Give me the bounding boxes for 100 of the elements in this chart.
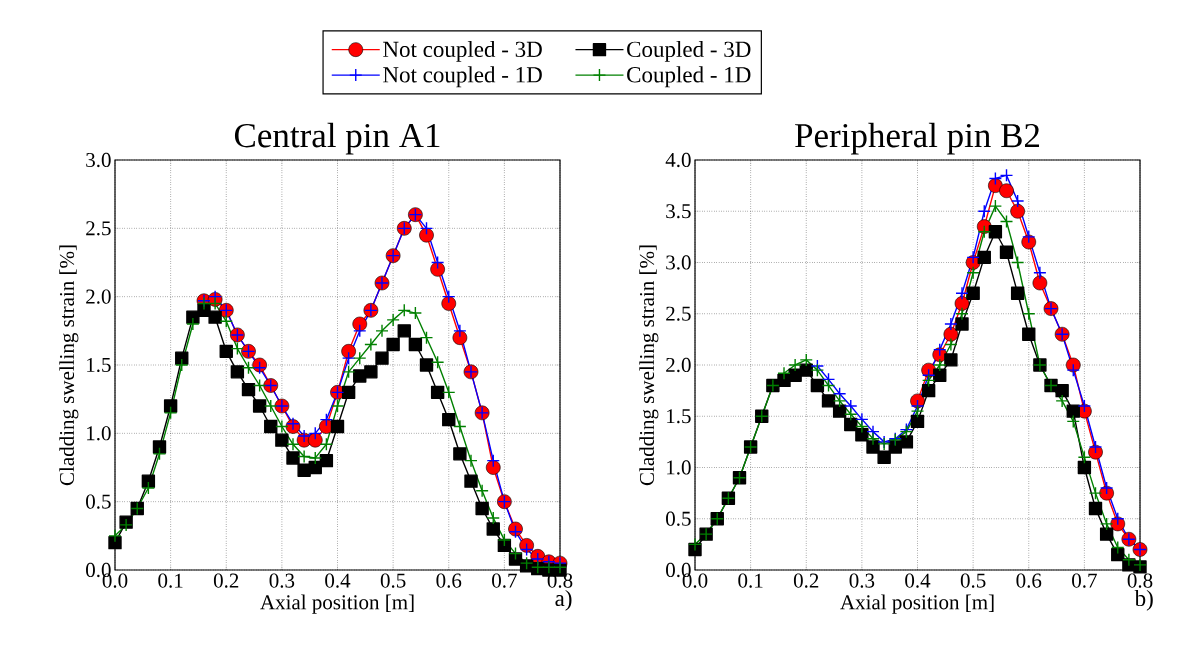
x-tick-label: 0.6 <box>436 573 462 588</box>
point <box>988 171 1003 186</box>
point <box>966 266 980 280</box>
point <box>485 460 501 475</box>
point <box>1010 286 1025 300</box>
point <box>430 355 445 369</box>
point <box>341 344 356 359</box>
point <box>408 306 423 320</box>
point <box>810 378 825 393</box>
point <box>977 250 991 265</box>
x-axis-title: Axial position [m] <box>260 594 414 614</box>
point <box>821 378 836 393</box>
point <box>966 286 980 300</box>
point <box>308 451 322 465</box>
point <box>999 245 1014 259</box>
x-tick-label: 0.3 <box>849 573 875 588</box>
point <box>319 412 334 427</box>
legend-label: Not coupled - 1D <box>383 66 542 88</box>
x-tick-label: 0.7 <box>492 573 517 588</box>
point <box>186 317 200 331</box>
point <box>307 432 323 448</box>
text: a) <box>555 589 572 611</box>
point <box>1122 553 1136 567</box>
point <box>688 537 702 552</box>
point <box>286 437 300 451</box>
point <box>442 385 456 400</box>
legend-label: Coupled - 3D <box>627 40 751 62</box>
point <box>944 337 958 352</box>
y-tick-label: 0.5 <box>86 494 111 509</box>
point <box>1022 327 1036 341</box>
point <box>175 358 189 372</box>
y-tick-label: 2.0 <box>86 289 111 304</box>
y-tick-label: 0.5 <box>666 511 691 526</box>
point <box>910 414 925 429</box>
point <box>419 221 434 236</box>
point <box>1111 540 1125 555</box>
point <box>152 447 167 461</box>
point <box>1077 450 1092 464</box>
point <box>141 481 156 495</box>
point <box>353 351 367 365</box>
point <box>1066 414 1080 429</box>
point <box>441 296 457 311</box>
point <box>341 365 356 379</box>
point <box>230 365 245 379</box>
point <box>219 344 233 359</box>
point <box>999 183 1014 199</box>
x-tick-label: 0.1 <box>738 573 763 588</box>
point <box>330 399 345 413</box>
y-axis-title: Cladding swelling strain [%] <box>639 245 659 486</box>
point <box>452 330 468 345</box>
y-tick-label: 2.0 <box>666 357 691 373</box>
point <box>788 368 802 382</box>
point <box>219 314 233 328</box>
point <box>844 407 858 421</box>
point <box>319 453 334 468</box>
point <box>419 330 434 345</box>
point <box>1032 275 1048 291</box>
point <box>955 286 969 300</box>
point <box>977 204 991 218</box>
point <box>1099 517 1114 531</box>
point <box>855 428 869 442</box>
y-tick-label: 1.5 <box>667 409 691 424</box>
point <box>1055 383 1069 398</box>
point <box>1099 481 1114 495</box>
point <box>1022 230 1036 244</box>
point <box>844 417 858 432</box>
point <box>1010 255 1025 270</box>
point <box>275 433 289 447</box>
x-tick-label: 0.4 <box>905 573 931 588</box>
point <box>1077 460 1092 475</box>
point <box>486 511 500 525</box>
point <box>264 399 278 413</box>
y-tick-label: 4.0 <box>665 152 691 168</box>
x-tick-label: 0.3 <box>269 573 295 588</box>
point <box>955 307 969 321</box>
point <box>1099 527 1114 541</box>
point <box>464 453 478 468</box>
point <box>508 546 523 561</box>
point <box>163 406 178 420</box>
point <box>252 399 267 413</box>
point <box>308 426 322 441</box>
point <box>408 337 423 352</box>
point <box>475 484 489 498</box>
point <box>264 419 278 434</box>
point <box>777 366 791 380</box>
point <box>341 351 356 365</box>
y-tick-label: 2.5 <box>666 306 691 321</box>
point <box>1088 486 1103 500</box>
point <box>175 351 189 365</box>
point <box>1066 363 1080 377</box>
point <box>252 378 267 393</box>
point <box>163 399 178 413</box>
y-tick-label: 3.5 <box>666 204 691 219</box>
point <box>877 450 891 464</box>
x-tick-label: 0.6 <box>1016 573 1042 588</box>
point <box>497 533 512 547</box>
point <box>988 199 1003 213</box>
point <box>375 351 389 365</box>
point <box>297 429 311 443</box>
point <box>453 419 467 434</box>
